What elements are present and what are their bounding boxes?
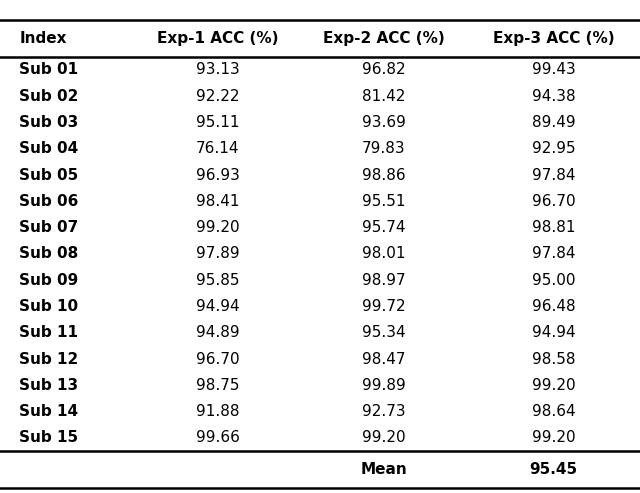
Text: Sub 14: Sub 14 <box>19 404 78 419</box>
Text: 92.22: 92.22 <box>196 89 239 104</box>
Text: Sub 07: Sub 07 <box>19 220 79 235</box>
Text: 95.00: 95.00 <box>532 273 575 288</box>
Text: 99.43: 99.43 <box>532 62 575 77</box>
Text: 95.85: 95.85 <box>196 273 239 288</box>
Text: 93.69: 93.69 <box>362 115 406 130</box>
Text: 93.13: 93.13 <box>196 62 239 77</box>
Text: 98.47: 98.47 <box>362 352 406 367</box>
Text: 89.49: 89.49 <box>532 115 575 130</box>
Text: 96.70: 96.70 <box>532 194 575 209</box>
Text: Sub 13: Sub 13 <box>19 378 78 393</box>
Text: 94.94: 94.94 <box>532 325 575 340</box>
Text: 98.75: 98.75 <box>196 378 239 393</box>
Text: 97.84: 97.84 <box>532 246 575 261</box>
Text: 92.95: 92.95 <box>532 141 575 156</box>
Text: 91.88: 91.88 <box>196 404 239 419</box>
Text: Index: Index <box>19 31 67 46</box>
Text: Sub 06: Sub 06 <box>19 194 79 209</box>
Text: 96.48: 96.48 <box>532 299 575 314</box>
Text: Mean: Mean <box>360 462 408 477</box>
Text: Sub 15: Sub 15 <box>19 430 78 446</box>
Text: Sub 10: Sub 10 <box>19 299 78 314</box>
Text: Sub 05: Sub 05 <box>19 168 79 182</box>
Text: 98.64: 98.64 <box>532 404 575 419</box>
Text: 94.89: 94.89 <box>196 325 239 340</box>
Text: 81.42: 81.42 <box>362 89 406 104</box>
Text: 95.11: 95.11 <box>196 115 239 130</box>
Text: Sub 12: Sub 12 <box>19 352 79 367</box>
Text: 96.82: 96.82 <box>362 62 406 77</box>
Text: 94.94: 94.94 <box>196 299 239 314</box>
Text: Sub 02: Sub 02 <box>19 89 79 104</box>
Text: 99.20: 99.20 <box>532 378 575 393</box>
Text: 99.20: 99.20 <box>532 430 575 446</box>
Text: 97.84: 97.84 <box>532 168 575 182</box>
Text: 94.38: 94.38 <box>532 89 575 104</box>
Text: 98.58: 98.58 <box>532 352 575 367</box>
Text: 95.51: 95.51 <box>362 194 406 209</box>
Text: Sub 04: Sub 04 <box>19 141 79 156</box>
Text: 99.66: 99.66 <box>196 430 239 446</box>
Text: 96.70: 96.70 <box>196 352 239 367</box>
Text: 98.41: 98.41 <box>196 194 239 209</box>
Text: Exp-2 ACC (%): Exp-2 ACC (%) <box>323 31 445 46</box>
Text: 92.73: 92.73 <box>362 404 406 419</box>
Text: 98.86: 98.86 <box>362 168 406 182</box>
Text: Sub 03: Sub 03 <box>19 115 79 130</box>
Text: Sub 09: Sub 09 <box>19 273 79 288</box>
Text: 99.20: 99.20 <box>196 220 239 235</box>
Text: 99.20: 99.20 <box>362 430 406 446</box>
Text: 98.01: 98.01 <box>362 246 406 261</box>
Text: Sub 08: Sub 08 <box>19 246 79 261</box>
Text: 76.14: 76.14 <box>196 141 239 156</box>
Text: 99.72: 99.72 <box>362 299 406 314</box>
Text: Sub 01: Sub 01 <box>19 62 78 77</box>
Text: 98.81: 98.81 <box>532 220 575 235</box>
Text: 96.93: 96.93 <box>196 168 239 182</box>
Text: Exp-1 ACC (%): Exp-1 ACC (%) <box>157 31 278 46</box>
Text: Sub 11: Sub 11 <box>19 325 78 340</box>
Text: Exp-3 ACC (%): Exp-3 ACC (%) <box>493 31 614 46</box>
Text: 97.89: 97.89 <box>196 246 239 261</box>
Text: 98.97: 98.97 <box>362 273 406 288</box>
Text: 79.83: 79.83 <box>362 141 406 156</box>
Text: 95.45: 95.45 <box>529 462 578 477</box>
Text: 95.74: 95.74 <box>362 220 406 235</box>
Text: 99.89: 99.89 <box>362 378 406 393</box>
Text: 95.34: 95.34 <box>362 325 406 340</box>
